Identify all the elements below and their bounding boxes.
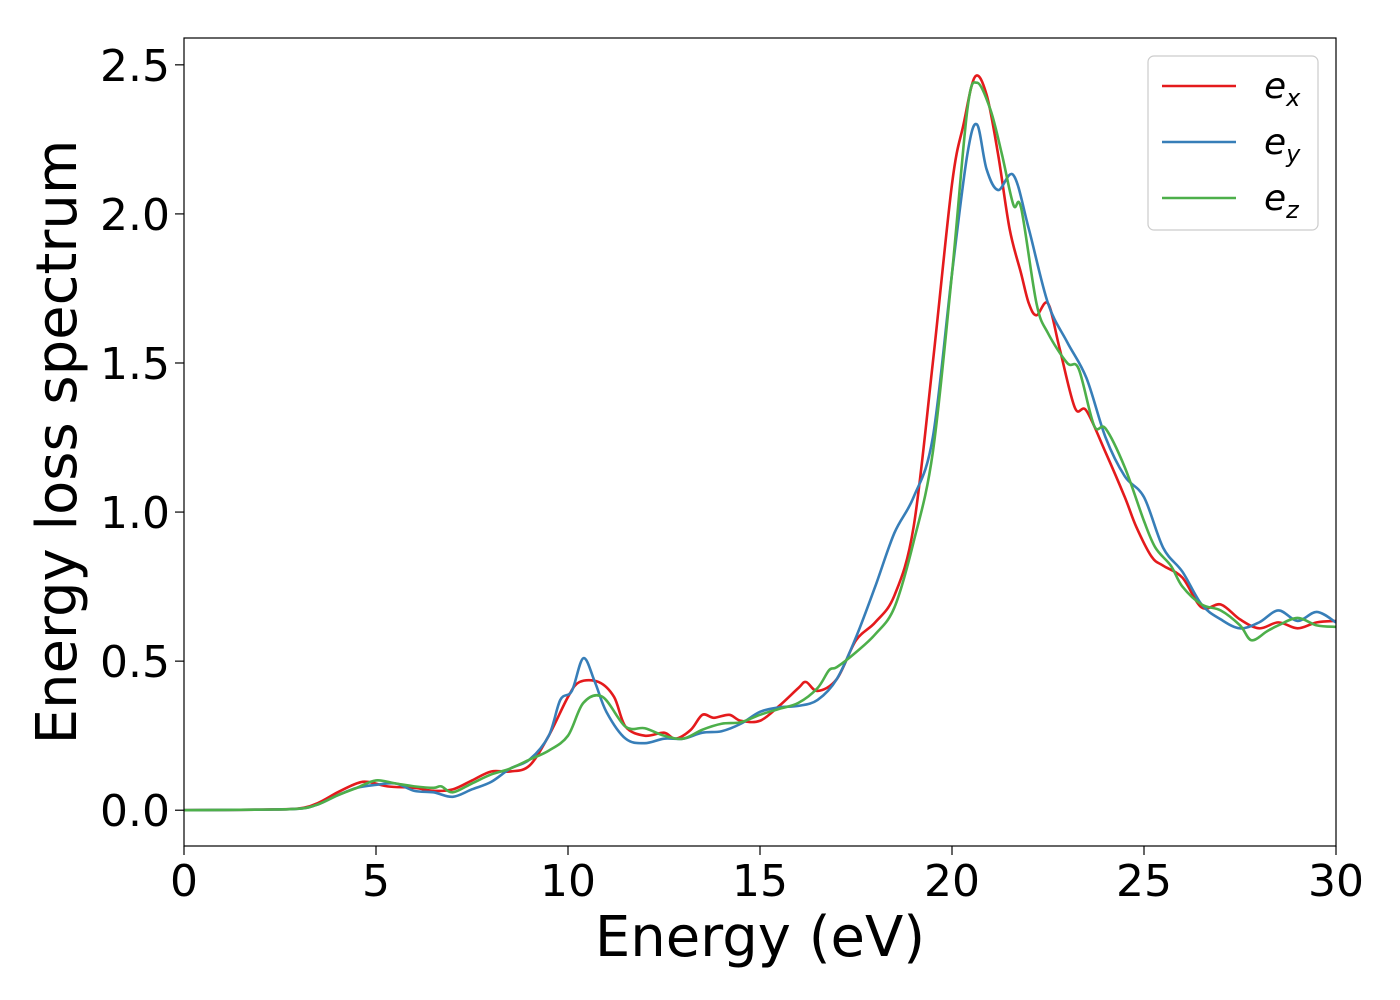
y-axis-label: Energy loss spectrum — [25, 140, 90, 745]
x-tick-label: 15 — [732, 856, 788, 907]
y-axis-ticks: 0.0 0.5 1.0 1.5 2.0 2.5 — [100, 41, 184, 837]
series-line-ey — [183, 122, 1337, 812]
series-lines — [183, 74, 1337, 812]
y-tick-label: 0.5 — [100, 637, 170, 688]
x-tick-label: 20 — [924, 856, 980, 907]
legend-label-ez: ez — [1264, 178, 1300, 224]
y-tick-label: 2.0 — [100, 190, 170, 241]
x-tick-label: 30 — [1308, 856, 1364, 907]
y-tick-label: 1.0 — [100, 488, 170, 539]
series-line-ez — [183, 81, 1337, 812]
x-axis-ticks: 0 5 10 15 20 25 30 — [170, 846, 1364, 907]
y-tick-label: 0.0 — [100, 786, 170, 837]
x-tick-label: 5 — [362, 856, 390, 907]
x-tick-label: 25 — [1116, 856, 1172, 907]
legend: ex ey ez — [1147, 55, 1319, 231]
x-axis-label: Energy (eV) — [595, 905, 925, 970]
y-tick-label: 2.5 — [100, 41, 170, 92]
legend-label-ey: ey — [1264, 122, 1301, 168]
x-tick-label: 10 — [540, 856, 596, 907]
legend-label-ex: ex — [1264, 66, 1301, 112]
y-tick-label: 1.5 — [100, 339, 170, 390]
x-tick-label: 0 — [170, 856, 198, 907]
series-line-ex — [183, 74, 1337, 812]
